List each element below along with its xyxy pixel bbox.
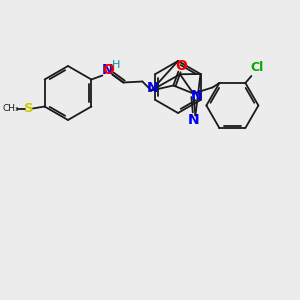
Text: N: N — [188, 113, 199, 128]
Text: CH₃: CH₃ — [2, 104, 19, 113]
Text: N: N — [147, 80, 158, 94]
Text: O: O — [176, 59, 187, 74]
Text: H: H — [112, 59, 121, 70]
Text: Cl: Cl — [251, 61, 264, 74]
Text: N: N — [102, 62, 113, 76]
Text: O: O — [102, 62, 114, 76]
Text: N: N — [190, 88, 202, 103]
Text: S: S — [24, 102, 33, 115]
